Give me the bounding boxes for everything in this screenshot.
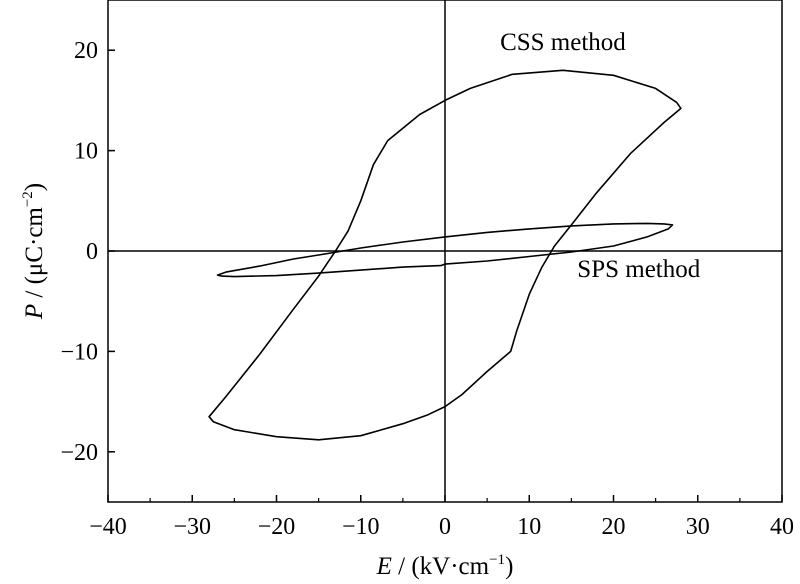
- x-tick-label: 20: [602, 514, 626, 540]
- series-line-1: [216, 222, 674, 278]
- x-tick-label: −10: [342, 514, 380, 540]
- y-tick-label: −20: [60, 440, 98, 466]
- annotation-label-0: CSS method: [500, 29, 626, 56]
- series-line-0: [208, 69, 682, 441]
- y-tick-label: −10: [60, 339, 98, 365]
- x-tick-label: 40: [770, 514, 794, 540]
- x-tick-label: −30: [173, 514, 211, 540]
- y-tick-label: 0: [86, 239, 98, 265]
- y-tick-label: 10: [74, 139, 98, 165]
- x-axis-title: E / (kV·cm−1): [376, 552, 514, 580]
- x-tick-label: −40: [89, 514, 127, 540]
- x-tick-label: 0: [439, 514, 451, 540]
- y-tick-label: 20: [74, 38, 98, 64]
- annotation-label-1: SPS method: [577, 256, 700, 283]
- x-tick-label: 30: [686, 514, 710, 540]
- x-tick-label: 10: [517, 514, 541, 540]
- x-tick-label: −20: [258, 514, 296, 540]
- y-axis-title: P / (μC·cm−2): [20, 183, 48, 320]
